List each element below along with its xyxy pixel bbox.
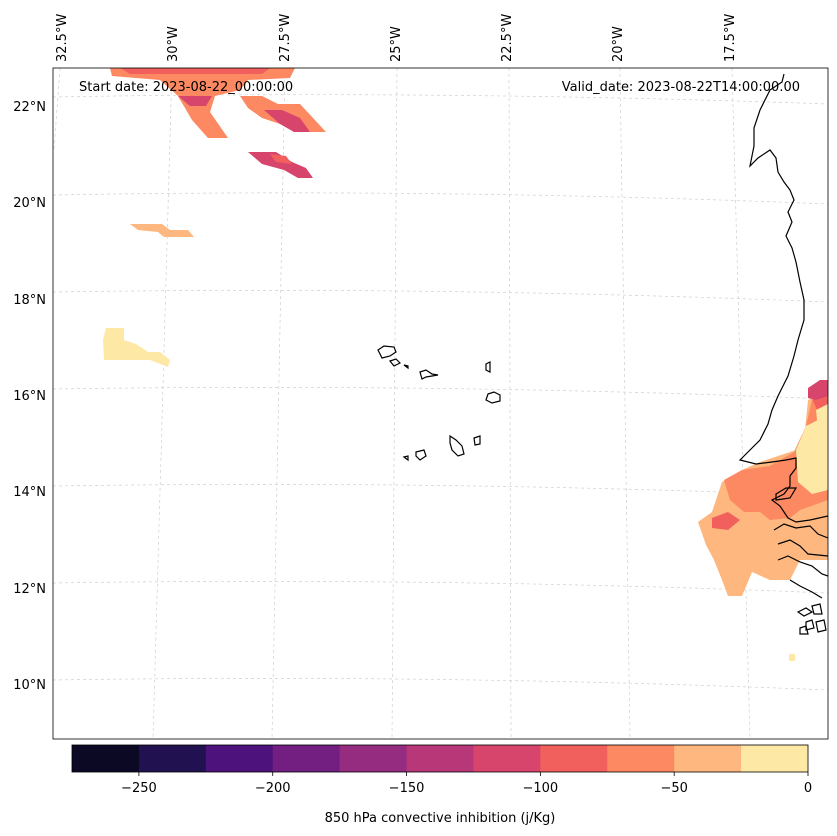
colorbar-tick-label: −100 (523, 781, 559, 796)
colorbar-segment (473, 745, 541, 772)
cin-region-mid-band (248, 152, 313, 178)
coastlines (738, 73, 828, 635)
sao-nicolau-island (419, 369, 439, 380)
cin-region-w2 (103, 328, 170, 367)
colorbar-tick-label: −50 (660, 781, 687, 796)
lon-label-25w: 25°W (389, 26, 404, 62)
cin-region-east-pale (796, 420, 828, 494)
cin-region-east-dot (789, 654, 795, 661)
cape-verde-islands (377, 345, 501, 462)
cin-region-ne-core (264, 110, 310, 132)
fogo-island (415, 449, 427, 461)
lat-label-10n: 10°N (13, 678, 46, 693)
santa-luzia-island (403, 364, 409, 370)
lon-label-22-5w: 22.5°W (500, 14, 515, 62)
cin-region-east-red (712, 512, 740, 530)
longitude-labels: 32.5°W 30°W 27.5°W 25°W 22.5°W 20°W 17.5… (55, 14, 738, 62)
colorbar-frame (71, 744, 809, 773)
valid-date-label: Valid_date: 2023-08-22T14:00:00.00 (562, 80, 800, 95)
lat-label-22n: 22°N (13, 100, 46, 115)
colorbar-tick-label: 0 (804, 781, 812, 796)
sal-island (485, 361, 491, 373)
colorbar-segment (272, 745, 341, 772)
bijagos-islands (796, 603, 827, 635)
lat-label-12n: 12°N (13, 582, 46, 597)
guinea-bissau-coast (773, 523, 828, 599)
colorbar-segment (607, 745, 675, 772)
colorbar-tick-label: −150 (389, 781, 425, 796)
colorbar-segment (406, 745, 474, 772)
colorbar-segment (138, 745, 207, 772)
cin-region-mid-core (270, 154, 292, 164)
colorbar-label: 850 hPa convective inhibition (j/Kg) (325, 811, 556, 826)
lon-label-30w: 30°W (166, 26, 181, 62)
colorbar-segment (205, 745, 274, 772)
colorbar-segment (741, 745, 809, 772)
lon-label-32-5w: 32.5°W (55, 14, 70, 62)
cin-field (103, 68, 828, 661)
lat-label-18n: 18°N (13, 293, 46, 308)
africa-coastline (738, 73, 828, 523)
colorbar-tick-label: −200 (255, 781, 291, 796)
colorbar-tick-label: −250 (121, 781, 157, 796)
colorbar-segment (674, 745, 742, 772)
cin-region-east-pale2 (816, 404, 828, 430)
santo-antao-island (377, 345, 397, 359)
start-date-label: Start date: 2023-08-22_00:00:00 (79, 80, 293, 95)
latitude-labels: 22°N 20°N 18°N 16°N 14°N 12°N 10°N (13, 100, 46, 693)
map-frame (52, 67, 829, 740)
lon-label-20w: 20°W (611, 26, 626, 62)
cin-region-w1 (130, 224, 194, 237)
cin-region-east-orange (724, 392, 828, 520)
colorbar-segment (540, 745, 608, 772)
lon-label-17-5w: 17.5°W (723, 14, 738, 62)
maio-island (473, 435, 481, 446)
sao-vicente-island (388, 358, 402, 367)
lat-label-16n: 16°N (13, 389, 46, 404)
gambia-coast (775, 487, 798, 501)
cin-region-east-dark (808, 380, 828, 400)
santiago-island (449, 434, 465, 457)
lat-label-20n: 20°N (13, 196, 46, 211)
colorbar-segment (72, 745, 140, 772)
colorbar-segment (339, 745, 408, 772)
cin-region-top-core2 (178, 96, 212, 106)
colorbar (72, 745, 809, 772)
colorbar-ticks: −250 −200 −150 −100 −50 0 (121, 772, 812, 796)
boa-vista-island (485, 391, 501, 404)
lon-label-27-5w: 27.5°W (278, 14, 293, 62)
lat-label-14n: 14°N (13, 485, 46, 500)
cin-region-top-core (120, 68, 270, 74)
graticule (53, 68, 828, 739)
brava-island (402, 455, 409, 462)
